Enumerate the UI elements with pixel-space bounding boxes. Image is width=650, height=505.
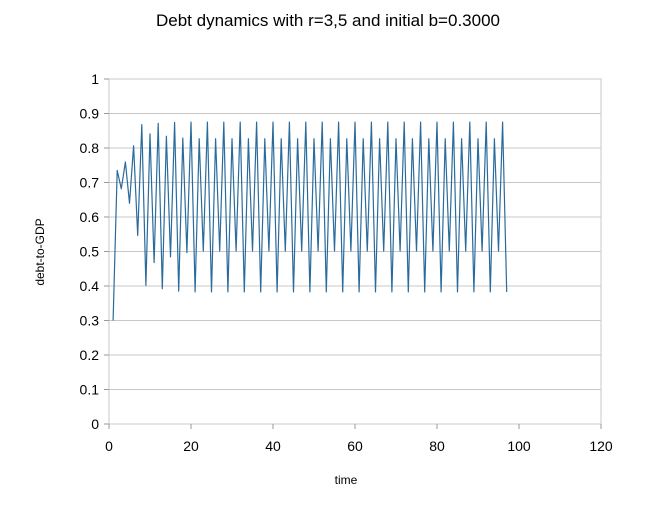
y-tick-label: 0 — [91, 416, 99, 432]
x-tick-label: 0 — [105, 438, 113, 454]
x-tick-label: 100 — [507, 438, 531, 454]
x-tick-label: 20 — [183, 438, 199, 454]
y-axis: 0 0.1 0.2 0.3 0.4 0.5 0.6 0.7 0.8 0.9 1 — [80, 71, 109, 432]
y-tick-label: 0.2 — [80, 347, 100, 363]
y-axis-label: debt-to-GDP — [33, 218, 47, 285]
x-axis-label: time — [335, 473, 358, 487]
chart-title: Debt dynamics with r=3,5 and initial b=0… — [156, 11, 500, 30]
y-tick-label: 1 — [91, 71, 99, 87]
x-tick-label: 80 — [429, 438, 445, 454]
y-tick-label: 0.3 — [80, 313, 100, 329]
y-tick-label: 0.7 — [80, 175, 100, 191]
y-tick-label: 0.9 — [80, 106, 100, 122]
y-tick-label: 0.1 — [80, 382, 100, 398]
x-tick-label: 60 — [347, 438, 363, 454]
y-tick-label: 0.6 — [80, 209, 100, 225]
x-tick-label: 40 — [265, 438, 281, 454]
y-tick-label: 0.4 — [80, 278, 100, 294]
series-line — [112, 121, 508, 321]
x-axis: 0 20 40 60 80 100 120 — [105, 424, 613, 454]
x-tick-label: 120 — [589, 438, 613, 454]
y-tick-label: 0.8 — [80, 140, 100, 156]
y-tick-label: 0.5 — [80, 244, 100, 260]
